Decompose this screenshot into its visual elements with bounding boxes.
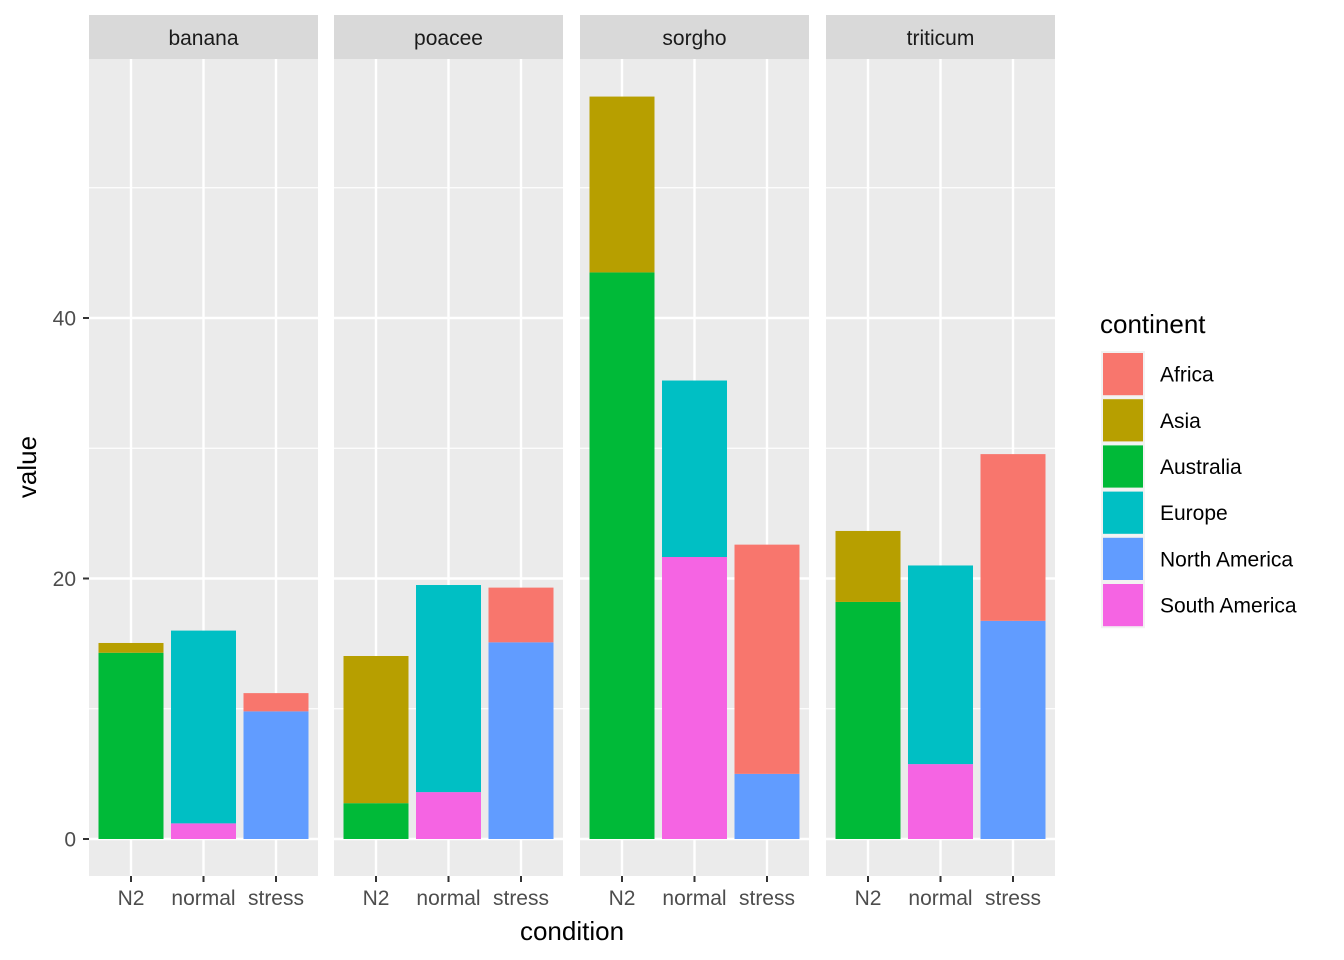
bar-segment-triticum-normal-europe <box>908 565 973 765</box>
x-tick-label: normal <box>416 887 480 910</box>
legend-swatch <box>1103 491 1143 534</box>
facet-panels: banana N2 normal stress poacee N2 normal stress… <box>89 15 1055 910</box>
legend-item-asia: Asia <box>1101 397 1201 444</box>
legend-label: Europe <box>1160 502 1228 525</box>
strip-label: sorgho <box>662 27 726 50</box>
bar-segment-triticum-N2-asia <box>835 530 901 602</box>
strip-poacee <box>334 15 563 59</box>
strip-label: triticum <box>907 27 975 50</box>
bar-segment-banana-stress-africa <box>243 693 309 712</box>
bar-segment-poacee-stress-north-america <box>488 642 554 839</box>
bar-segment-poacee-normal-europe <box>416 585 481 793</box>
bar-segment-poacee-N2-asia <box>343 655 409 804</box>
x-tick-label: N2 <box>363 887 390 910</box>
bar-segment-sorgho-stress-north-america <box>734 773 800 839</box>
y-axis: 0 20 40 <box>53 308 89 852</box>
strip-sorgho <box>580 15 809 59</box>
y-axis-title: value <box>12 436 42 498</box>
panel-sorgho: sorgho N2 normal stress <box>580 15 809 910</box>
x-tick-label: stress <box>493 887 549 910</box>
bar-segment-banana-normal-south-america <box>171 823 236 839</box>
x-tick-label: normal <box>171 887 235 910</box>
x-tick-label: stress <box>248 887 304 910</box>
legend-swatch <box>1103 584 1143 627</box>
bar-segment-poacee-stress-africa <box>488 587 554 643</box>
panel-banana: banana N2 normal stress <box>89 15 318 910</box>
x-tick-label: normal <box>908 887 972 910</box>
bar-segment-sorgho-N2-asia <box>589 96 655 273</box>
bar-segment-triticum-N2-australia <box>835 601 901 839</box>
strip-banana <box>89 15 318 59</box>
bar-segment-poacee-normal-south-america <box>416 792 481 839</box>
bar-segment-banana-normal-europe <box>171 630 236 824</box>
x-tick-label: stress <box>985 887 1041 910</box>
legend-label: North America <box>1160 548 1293 571</box>
bar-segment-sorgho-normal-south-america <box>662 557 727 839</box>
legend-swatch <box>1103 537 1143 580</box>
strip-triticum <box>826 15 1055 59</box>
x-tick-label: stress <box>739 887 795 910</box>
legend-label: South America <box>1160 595 1297 618</box>
bar-segment-poacee-N2-australia <box>343 803 409 839</box>
legend-swatch <box>1103 353 1143 396</box>
x-tick-label: N2 <box>118 887 145 910</box>
legend-item-europe: Europe <box>1101 489 1228 536</box>
legend: continent Africa Asia Australia Europe North… <box>1100 309 1297 629</box>
legend-title: continent <box>1100 309 1206 339</box>
y-tick-label: 20 <box>53 568 76 591</box>
y-tick-label: 0 <box>64 829 76 852</box>
legend-item-south-america: South America <box>1101 582 1297 629</box>
legend-swatch <box>1103 399 1143 442</box>
legend-label: Australia <box>1160 456 1242 479</box>
legend-item-africa: Africa <box>1101 351 1214 398</box>
bar-segment-sorgho-N2-australia <box>589 272 655 840</box>
legend-item-north-america: North America <box>1101 535 1293 582</box>
bar-segment-triticum-normal-south-america <box>908 764 973 839</box>
legend-item-australia: Australia <box>1101 443 1242 490</box>
bar-segment-banana-N2-australia <box>98 652 164 839</box>
bar-segment-triticum-stress-africa <box>980 454 1046 621</box>
panel-triticum: triticum N2 normal stress <box>826 15 1055 910</box>
legend-label: Africa <box>1160 364 1214 387</box>
y-tick-label: 40 <box>53 308 76 331</box>
bar-segment-banana-N2-asia <box>98 642 164 653</box>
bar-segment-sorgho-stress-africa <box>734 544 800 774</box>
bar-segment-banana-stress-north-america <box>243 711 309 839</box>
bar-segment-sorgho-normal-europe <box>662 380 727 558</box>
strip-label: poacee <box>414 27 483 50</box>
x-axis-title: condition <box>520 916 624 946</box>
strip-label: banana <box>168 27 238 50</box>
x-tick-label: N2 <box>855 887 882 910</box>
legend-label: Asia <box>1160 410 1201 433</box>
x-tick-label: normal <box>662 887 726 910</box>
panel-poacee: poacee N2 normal stress <box>334 15 563 910</box>
legend-swatch <box>1103 445 1143 488</box>
x-tick-label: N2 <box>609 887 636 910</box>
bar-segment-triticum-stress-north-america <box>980 620 1046 839</box>
